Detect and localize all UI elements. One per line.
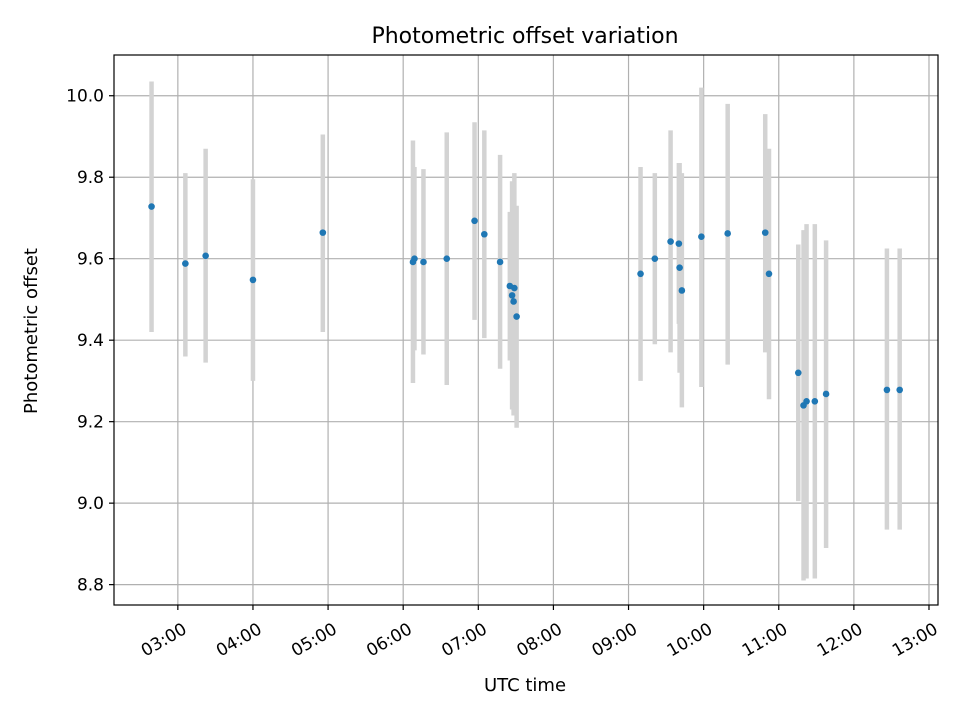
data-point xyxy=(182,260,189,267)
data-point xyxy=(481,230,488,238)
chart-title: Photometric offset variation xyxy=(371,24,678,49)
y-tick-label: 9.4 xyxy=(77,331,104,351)
data-point xyxy=(249,276,257,284)
data-point xyxy=(822,390,830,398)
data-point xyxy=(148,203,155,210)
plot-frame xyxy=(113,54,939,606)
data-point xyxy=(420,258,427,266)
data-point xyxy=(724,230,731,237)
y-axis-label: Photometric offset xyxy=(21,248,42,414)
data-point xyxy=(511,284,518,292)
y-tick-label: 10.0 xyxy=(66,87,104,107)
data-point xyxy=(319,229,327,236)
data-point xyxy=(811,397,819,405)
data-point xyxy=(202,252,209,260)
data-point xyxy=(676,264,683,271)
data-point xyxy=(765,270,773,278)
data-point xyxy=(761,229,769,236)
data-point xyxy=(411,255,418,263)
data-points xyxy=(148,203,903,409)
y-axis-ticks: 8.8 9.0 9.2 9.4 9.6 9.8 10.0 xyxy=(66,87,114,596)
data-point xyxy=(678,287,686,294)
data-point xyxy=(675,240,683,247)
x-axis-label: UTC time xyxy=(484,675,566,696)
data-point xyxy=(496,258,504,266)
data-point xyxy=(667,238,674,245)
y-tick-label: 9.8 xyxy=(77,168,104,188)
y-tick-label: 9.0 xyxy=(77,494,104,514)
y-tick-label: 8.8 xyxy=(77,576,104,596)
data-point xyxy=(803,397,810,405)
data-point xyxy=(471,217,478,225)
data-point xyxy=(794,369,802,377)
data-point xyxy=(443,255,451,263)
data-point xyxy=(698,233,705,241)
data-point xyxy=(637,270,644,278)
data-point xyxy=(508,292,516,299)
data-point xyxy=(513,313,520,320)
data-point xyxy=(883,386,891,394)
data-point xyxy=(510,298,517,305)
y-tick-label: 9.2 xyxy=(77,413,104,433)
data-point xyxy=(896,386,903,394)
y-tick-label: 9.6 xyxy=(77,250,104,270)
data-point xyxy=(651,255,659,263)
